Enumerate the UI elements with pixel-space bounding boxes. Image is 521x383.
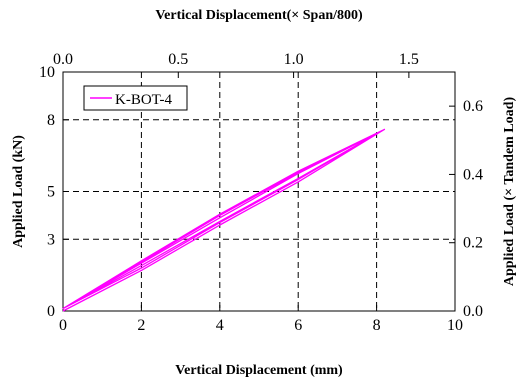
right-tick-label: 0.2	[463, 235, 483, 252]
x-axis-title: Vertical Displacement (mm)	[175, 363, 343, 378]
x-tick-label: 2	[137, 317, 145, 334]
tick-marks	[62, 71, 456, 312]
top-tick-label: 1.5	[399, 51, 419, 68]
y-tick-label: 8	[47, 112, 55, 129]
legend: K-BOT-4	[83, 85, 188, 111]
legend-label: K-BOT-4	[115, 92, 172, 108]
x-tick-label: 8	[373, 317, 381, 334]
top-tick-label: 0.0	[53, 51, 73, 68]
x-tick-label: 4	[216, 317, 224, 334]
top-axis-title: Vertical Displacement(× Span/800)	[155, 8, 363, 23]
right-tick-label: 0.6	[463, 98, 483, 115]
x-tick-label: 10	[447, 317, 463, 334]
series-layer	[62, 128, 386, 312]
top-tick-label: 0.5	[168, 51, 188, 68]
y-tick-label: 5	[47, 184, 55, 201]
top-tick-label: 1.0	[284, 51, 304, 68]
y-tick-label: 10	[39, 64, 55, 81]
right-axis-title: Applied Load (× Tandem Load)	[502, 97, 517, 287]
right-tick-label: 0.4	[463, 166, 483, 183]
y-tick-label: 0	[47, 303, 55, 320]
x-tick-label: 6	[294, 317, 302, 334]
y-tick-label: 3	[47, 231, 55, 248]
series-line	[62, 128, 386, 312]
right-tick-label: 0.0	[463, 303, 483, 320]
legend-box	[83, 85, 188, 111]
y-axis-title: Applied Load (kN)	[11, 135, 26, 248]
x-tick-label: 0	[59, 317, 67, 334]
grid-lines	[63, 72, 455, 311]
